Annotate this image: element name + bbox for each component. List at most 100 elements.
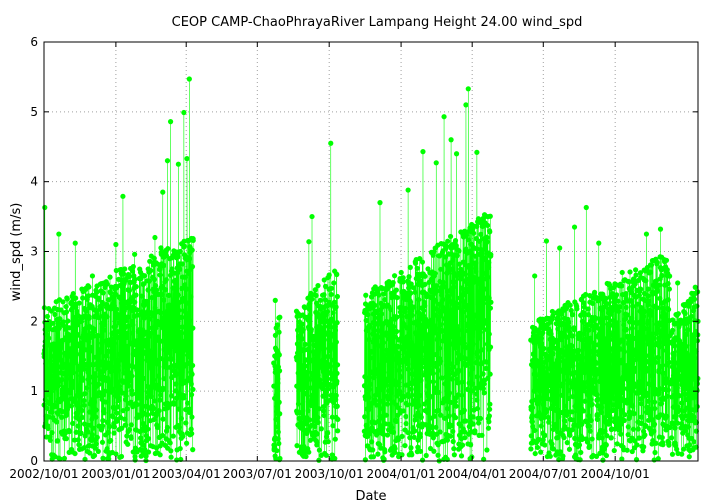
data-point (451, 284, 457, 290)
data-point (652, 406, 658, 412)
data-point (456, 248, 462, 254)
data-point (666, 286, 672, 292)
data-point (183, 286, 189, 292)
data-point (178, 314, 185, 320)
data-point (170, 306, 176, 313)
data-point (157, 272, 163, 278)
data-point (623, 290, 629, 297)
data-point (391, 324, 397, 330)
data-point (307, 417, 313, 423)
data-point (476, 276, 482, 282)
data-point (66, 371, 73, 377)
data-point (676, 407, 682, 413)
data-point (440, 279, 447, 285)
data-point (80, 295, 86, 301)
data-point (645, 286, 651, 292)
data-point (379, 398, 386, 405)
data-point (67, 335, 73, 341)
data-point (296, 354, 302, 360)
data-point (615, 385, 622, 391)
data-point (635, 340, 641, 346)
data-point (470, 414, 476, 420)
data-point (430, 430, 436, 436)
data-point (543, 408, 549, 414)
data-point (304, 369, 310, 375)
data-point (296, 373, 302, 379)
data-point (621, 322, 627, 328)
data-point (133, 292, 139, 298)
data-point (674, 420, 681, 426)
data-point (117, 295, 124, 302)
data-point (476, 238, 483, 244)
data-point (300, 427, 307, 433)
data-point (333, 397, 339, 403)
data-point (52, 311, 58, 318)
y-tick-label: 1 (30, 384, 38, 398)
data-point (543, 238, 550, 244)
data-point (636, 435, 642, 441)
data-point (645, 326, 652, 332)
data-point (614, 320, 620, 326)
data-point (605, 375, 611, 381)
data-point (145, 435, 152, 442)
data-point (646, 353, 652, 359)
data-point (447, 233, 454, 240)
data-point (143, 329, 150, 335)
data-point (419, 259, 426, 265)
data-point (642, 308, 648, 315)
data-point (421, 345, 427, 352)
data-point (418, 353, 424, 360)
data-point (334, 362, 341, 368)
data-point (189, 247, 195, 253)
data-point (548, 382, 554, 388)
data-point (66, 429, 72, 435)
data-point (480, 385, 486, 392)
data-point (580, 319, 586, 325)
data-point (316, 447, 323, 453)
data-point (442, 254, 448, 260)
data-point (124, 406, 130, 412)
data-point (365, 377, 371, 383)
data-point (685, 327, 691, 333)
data-point (300, 321, 306, 327)
data-point (581, 304, 587, 310)
data-point (130, 322, 136, 328)
data-point (450, 364, 457, 370)
data-point (475, 354, 481, 360)
data-point (126, 363, 132, 369)
data-point (128, 422, 134, 428)
data-point (102, 327, 108, 333)
data-point (294, 443, 300, 449)
data-point (629, 298, 635, 304)
data-point (123, 334, 130, 341)
data-point (190, 325, 196, 331)
data-point (430, 370, 436, 377)
data-point (435, 367, 441, 374)
data-point (305, 399, 311, 405)
data-point (404, 402, 411, 408)
data-point (473, 391, 480, 397)
data-point (634, 301, 641, 307)
data-point (569, 409, 575, 415)
data-point (333, 304, 339, 310)
series-segment (293, 140, 341, 463)
data-point (535, 436, 542, 442)
data-point (432, 270, 438, 276)
data-point (305, 408, 311, 414)
y-axis: 0 1 2 3 4 5 6 (30, 35, 698, 468)
data-point (118, 354, 124, 360)
data-point (614, 441, 620, 447)
data-point (650, 335, 656, 341)
data-point (405, 366, 411, 372)
data-point (74, 331, 80, 337)
data-point (463, 418, 469, 424)
data-point (476, 280, 482, 287)
data-point (72, 437, 78, 443)
data-point (684, 405, 690, 411)
data-point (568, 307, 574, 314)
data-point (617, 304, 623, 310)
data-point (60, 299, 66, 305)
data-point (555, 326, 561, 332)
data-point (636, 292, 643, 299)
data-point (414, 332, 420, 338)
